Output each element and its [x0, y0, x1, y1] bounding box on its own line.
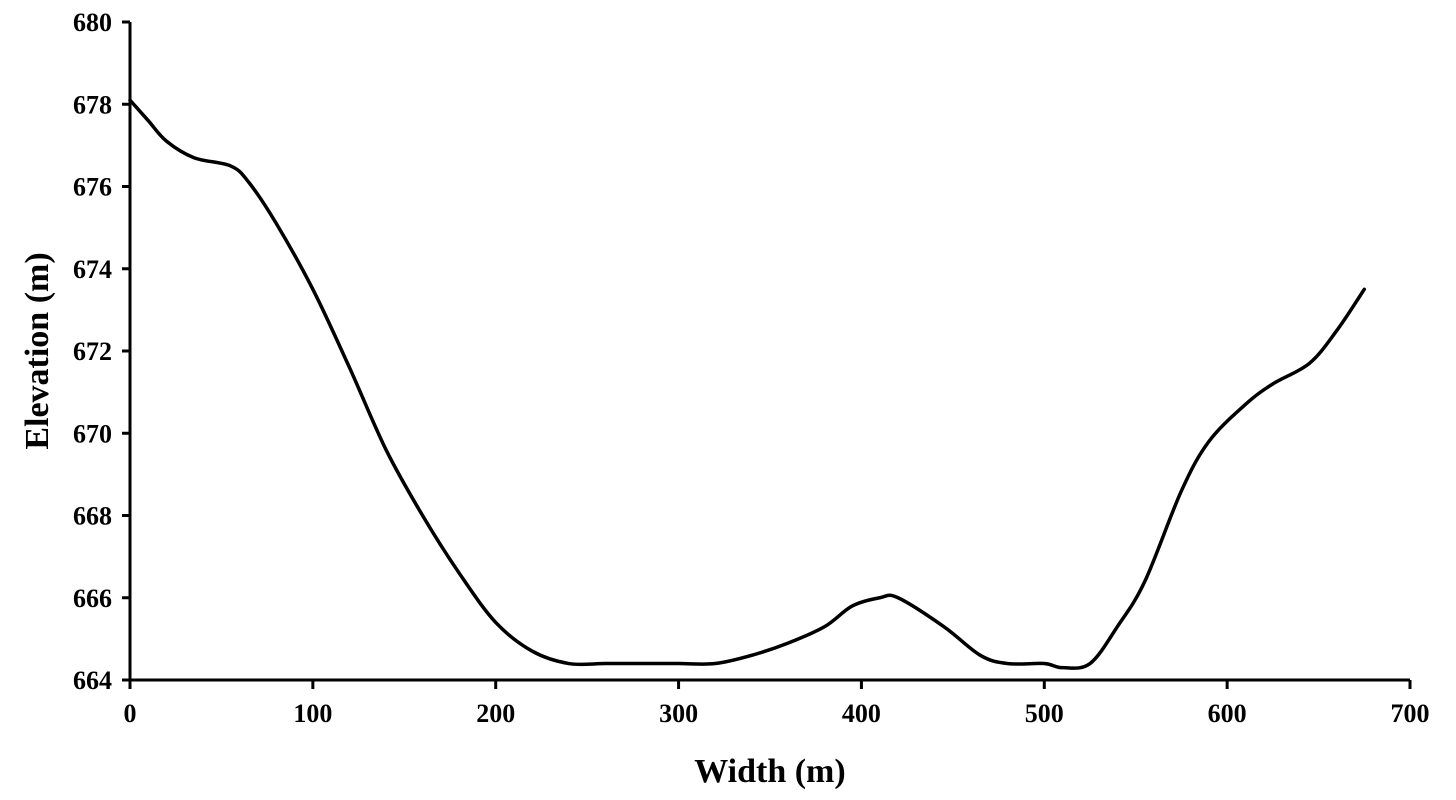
x-tick-label: 300 — [659, 699, 698, 728]
y-tick-label: 668 — [73, 502, 112, 531]
x-tick-label: 600 — [1208, 699, 1247, 728]
y-tick-label: 676 — [73, 173, 112, 202]
y-tick-label: 674 — [73, 255, 112, 284]
axes-layer — [128, 22, 1410, 682]
y-axis-title: Elevation (m) — [19, 252, 56, 449]
y-tick-label: 664 — [73, 666, 112, 695]
y-tick-label: 672 — [73, 337, 112, 366]
labels-layer: Width (m) Elevation (m) — [19, 252, 846, 790]
elevation-profile-line — [128, 98, 1367, 670]
y-tick-label: 670 — [73, 419, 112, 448]
ticks-layer: 664 666 668 670 672 674 676 678 680 0 100 200 300 400… — [73, 8, 1430, 728]
x-tick-label: 100 — [293, 699, 332, 728]
x-tick-label: 700 — [1391, 699, 1430, 728]
x-tick-label: 500 — [1025, 699, 1064, 728]
x-tick-label: 0 — [124, 699, 137, 728]
x-tick-label: 400 — [842, 699, 881, 728]
x-tick-label: 200 — [476, 699, 515, 728]
y-tick-label: 680 — [73, 8, 112, 37]
y-tick-label: 678 — [73, 90, 112, 119]
series-layer — [128, 98, 1367, 670]
x-axis-title: Width (m) — [694, 753, 845, 790]
y-tick-label: 666 — [73, 584, 112, 613]
